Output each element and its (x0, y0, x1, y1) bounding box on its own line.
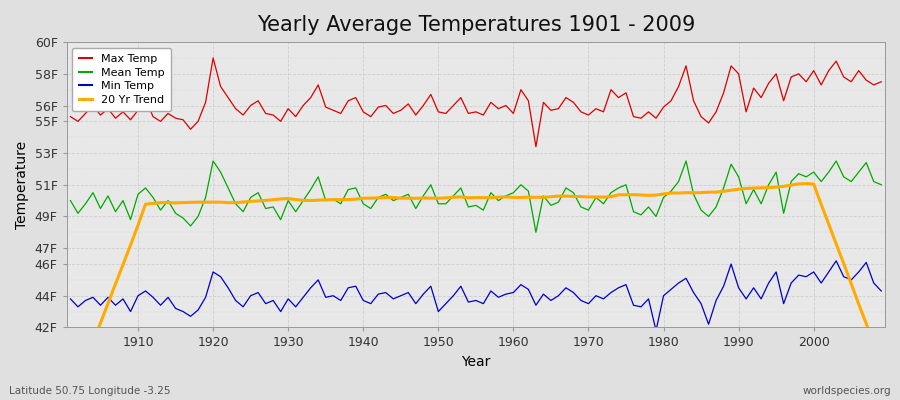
X-axis label: Year: Year (461, 355, 491, 369)
Legend: Max Temp, Mean Temp, Min Temp, 20 Yr Trend: Max Temp, Mean Temp, Min Temp, 20 Yr Tre… (72, 48, 171, 112)
Title: Yearly Average Temperatures 1901 - 2009: Yearly Average Temperatures 1901 - 2009 (256, 15, 695, 35)
Text: Latitude 50.75 Longitude -3.25: Latitude 50.75 Longitude -3.25 (9, 386, 170, 396)
Y-axis label: Temperature: Temperature (15, 141, 29, 229)
Text: worldspecies.org: worldspecies.org (803, 386, 891, 396)
